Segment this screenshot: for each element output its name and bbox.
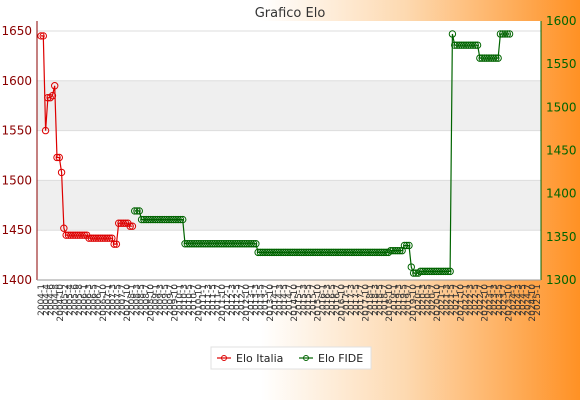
y-left-tick-label: 1450 <box>1 223 32 237</box>
y-right-tick-label: 1450 <box>546 144 577 158</box>
x-tick-label: 2025-1 <box>533 284 543 316</box>
grid-band <box>37 180 541 230</box>
y-right-tick-label: 1500 <box>546 100 577 114</box>
y-right-tick-label: 1600 <box>546 14 577 28</box>
y-right-tick-label: 1300 <box>546 273 577 287</box>
grid-band <box>37 21 541 31</box>
y-right-tick-label: 1350 <box>546 230 577 244</box>
y-left-tick-label: 1500 <box>1 173 32 187</box>
y-left-tick-label: 1550 <box>1 124 32 138</box>
grid-band <box>37 81 541 131</box>
chart-title: Grafico Elo <box>255 6 326 21</box>
y-left-tick-label: 1650 <box>1 24 32 38</box>
y-right-tick-label: 1550 <box>546 57 577 71</box>
legend-label: Elo Italia <box>236 352 283 365</box>
y-right-tick-label: 1400 <box>546 187 577 201</box>
legend-label: Elo FIDE <box>318 352 363 365</box>
y-left-tick-label: 1600 <box>1 74 32 88</box>
legend: Elo Italia Elo FIDE <box>211 347 371 369</box>
y-left-tick-label: 1400 <box>1 273 32 287</box>
